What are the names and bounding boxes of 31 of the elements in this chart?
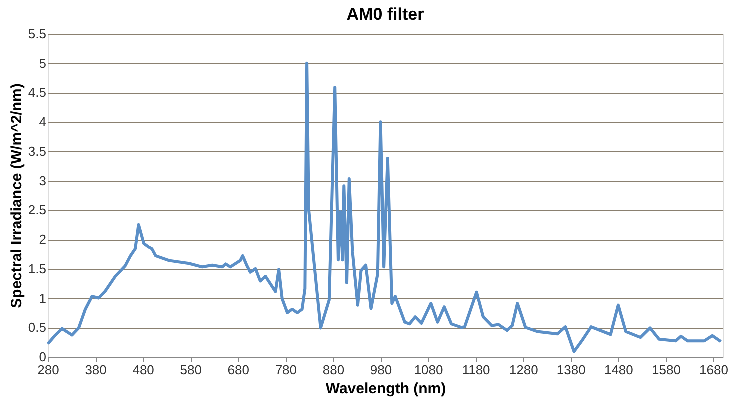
x-tick-label: 1280 bbox=[509, 362, 538, 378]
y-tick-label: 5.5 bbox=[28, 26, 46, 42]
x-tick-label: 980 bbox=[370, 362, 392, 378]
x-tick-label: 1080 bbox=[414, 362, 444, 378]
x-tick-label: 1380 bbox=[556, 362, 586, 378]
y-tick-label: 0.5 bbox=[28, 320, 46, 336]
y-axis-title: Spectral Irradiance (W/m^2/nm) bbox=[8, 84, 26, 308]
line-series bbox=[46, 62, 723, 354]
y-tick-label: 4 bbox=[39, 114, 46, 130]
x-tick-label: 1480 bbox=[604, 362, 634, 378]
x-tick-label: 880 bbox=[322, 362, 345, 378]
y-tick-label: 4.5 bbox=[28, 85, 46, 100]
x-axis-title: Wavelength (nm) bbox=[326, 380, 446, 398]
x-tick-label: 280 bbox=[38, 362, 60, 378]
x-tick-label: 380 bbox=[85, 362, 107, 378]
x-tick-label: 780 bbox=[275, 362, 298, 378]
x-tick-label: 1580 bbox=[652, 362, 681, 378]
y-tick-label: 2 bbox=[39, 232, 46, 248]
y-tick-label: 0 bbox=[39, 350, 46, 364]
x-tick-label: 1180 bbox=[462, 362, 490, 378]
x-tick-label: 1680 bbox=[700, 362, 728, 378]
chart-title: AM0 filter bbox=[346, 5, 425, 24]
x-tick-label: 480 bbox=[132, 362, 154, 378]
y-tick-label: 3.5 bbox=[28, 144, 46, 159]
y-tick-label: 3 bbox=[39, 173, 46, 188]
y-tick-label: 1 bbox=[39, 290, 46, 306]
x-tick-label: 680 bbox=[228, 362, 250, 378]
y-tick-label: 2.5 bbox=[28, 202, 46, 218]
y-tick-label: 1.5 bbox=[28, 261, 46, 276]
x-tick-label: 580 bbox=[180, 362, 202, 378]
y-tick-label: 5 bbox=[39, 56, 46, 71]
